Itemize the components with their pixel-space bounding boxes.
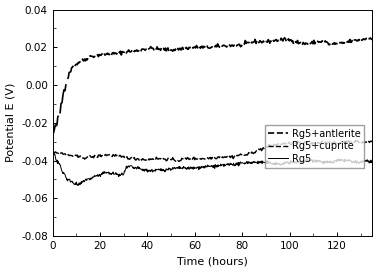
Rg5+cuprite	[245, 153, 249, 157]
Rg5+antlerite	[310, 40, 314, 43]
Rg5	[254, 161, 259, 165]
Rg5	[70, 181, 74, 184]
Rg5+antlerite	[242, 42, 247, 46]
Rg5+antlerite	[245, 41, 249, 44]
Line: Rg5+antlerite: Rg5+antlerite	[53, 38, 372, 134]
Rg5+antlerite	[332, 41, 336, 44]
Rg5	[293, 161, 298, 165]
Rg5	[50, 151, 55, 154]
Rg5+antlerite	[50, 132, 55, 135]
Rg5+cuprite	[50, 152, 55, 155]
Rg5	[237, 161, 241, 164]
Y-axis label: Potential E (V): Potential E (V)	[6, 83, 15, 162]
Rg5	[326, 160, 331, 164]
Line: Rg5+cuprite: Rg5+cuprite	[53, 140, 372, 162]
Rg5+cuprite	[310, 143, 314, 146]
Rg5+cuprite	[242, 154, 247, 157]
Legend: Rg5+antlerite, Rg5+cuprite, Rg5: Rg5+antlerite, Rg5+cuprite, Rg5	[265, 125, 364, 168]
Rg5	[370, 159, 375, 163]
Rg5+antlerite	[356, 38, 360, 42]
Line: Rg5: Rg5	[53, 153, 372, 185]
Rg5+cuprite	[332, 140, 336, 143]
Rg5	[245, 160, 249, 163]
Rg5+cuprite	[356, 140, 360, 143]
Rg5	[76, 184, 81, 187]
X-axis label: Time (hours): Time (hours)	[177, 256, 248, 267]
